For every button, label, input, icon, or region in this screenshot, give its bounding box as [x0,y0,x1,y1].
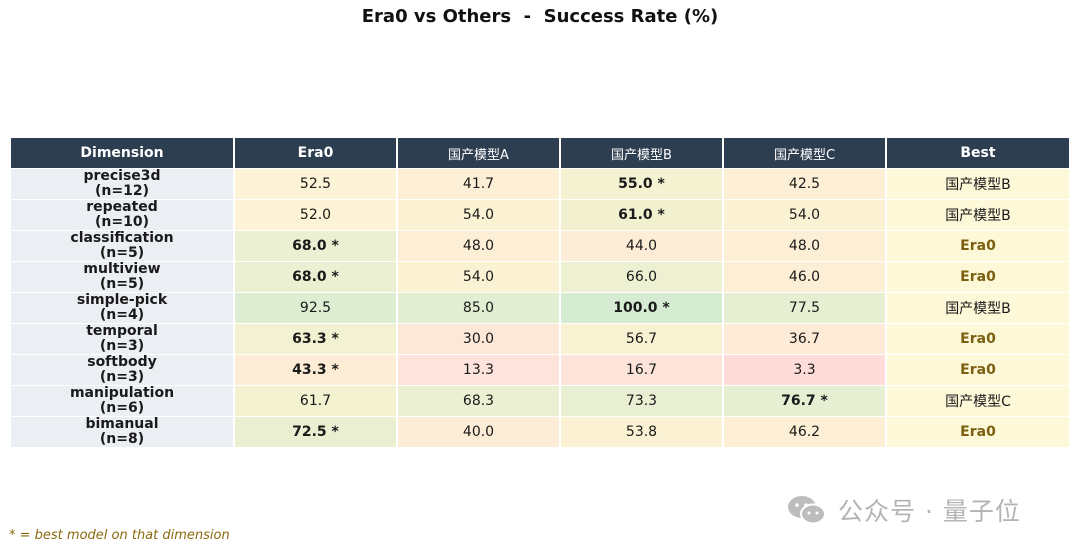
dimension-cell: classification (n=5) [11,231,233,261]
score-cell: 46.2 [724,417,885,447]
watermark: 公众号 · 量子位 [786,492,1021,528]
watermark-text: 公众号 · 量子位 [838,497,1021,526]
dimension-cell: simple-pick (n=4) [11,293,233,323]
score-cell: 73.3 [561,386,722,416]
best-model-cell: Era0 [887,262,1069,292]
dimension-count: (n=8) [99,431,145,447]
header-model-a: 国产模型A [398,138,559,168]
score-cell: 36.7 [724,324,885,354]
score-cell: 3.3 [724,355,885,385]
dimension-count: (n=5) [99,276,145,292]
best-model-cell: 国产模型B [887,200,1069,230]
dimension-count: (n=5) [99,245,145,261]
header-dimension: Dimension [11,138,233,168]
score-cell: 61.7 [235,386,396,416]
table-row: softbody (n=3) 43.3 * 13.3 16.7 3.3 Era0 [11,355,1069,385]
score-cell: 55.0 * [561,169,722,199]
table-row: bimanual (n=8) 72.5 * 40.0 53.8 46.2 Era0 [11,417,1069,447]
best-model-cell: Era0 [887,231,1069,261]
table-row: classification (n=5) 68.0 * 48.0 44.0 48.0 Era… [11,231,1069,261]
score-cell: 44.0 [561,231,722,261]
dimension-count: (n=3) [99,369,145,385]
dimension-label: repeated [86,199,158,215]
score-cell: 61.0 * [561,200,722,230]
score-cell: 41.7 [398,169,559,199]
header-row: Dimension Era0 国产模型A 国产模型B 国产模型C Best [11,138,1069,168]
best-model-cell: 国产模型B [887,293,1069,323]
header-best: Best [887,138,1069,168]
score-cell: 16.7 [561,355,722,385]
best-model-cell: Era0 [887,355,1069,385]
score-cell: 48.0 [724,231,885,261]
score-cell: 68.0 * [235,262,396,292]
chart-title: Era0 vs Others - Success Rate (%) [361,6,719,27]
score-cell: 52.0 [235,200,396,230]
dimension-label: manipulation [69,385,175,401]
dimension-count: (n=12) [95,183,149,199]
table-body: precise3d (n=12) 52.5 41.7 55.0 * 42.5 国产模型B re… [11,169,1069,447]
score-cell: 30.0 [398,324,559,354]
table-row: manipulation (n=6) 61.7 68.3 73.3 76.7 * 国产模型C [11,386,1069,416]
dimension-count: (n=4) [99,307,145,323]
score-cell: 40.0 [398,417,559,447]
score-cell: 92.5 [235,293,396,323]
score-cell: 46.0 [724,262,885,292]
score-cell: 72.5 * [235,417,396,447]
dimension-count: (n=6) [99,400,145,416]
dimension-label: bimanual [85,416,159,432]
score-cell: 56.7 [561,324,722,354]
dimension-label: temporal [86,323,158,339]
dimension-label: simple-pick [76,292,168,308]
dimension-cell: manipulation (n=6) [11,386,233,416]
score-cell: 54.0 [724,200,885,230]
score-cell: 100.0 * [561,293,722,323]
footnote: * = best model on that dimension [9,528,230,543]
score-cell: 85.0 [398,293,559,323]
dimension-count: (n=3) [99,338,145,354]
table-row: precise3d (n=12) 52.5 41.7 55.0 * 42.5 国产模型B [11,169,1069,199]
dimension-label: softbody [87,354,157,370]
dimension-cell: multiview (n=5) [11,262,233,292]
best-model-cell: Era0 [887,324,1069,354]
dimension-cell: precise3d (n=12) [11,169,233,199]
dimension-label: multiview [83,261,161,277]
header-era0: Era0 [235,138,396,168]
best-model-cell: Era0 [887,417,1069,447]
wechat-icon [788,496,826,525]
score-cell: 54.0 [398,200,559,230]
header-model-c: 国产模型C [724,138,885,168]
dimension-cell: temporal (n=3) [11,324,233,354]
table-row: temporal (n=3) 63.3 * 30.0 56.7 36.7 Era0 [11,324,1069,354]
score-cell: 43.3 * [235,355,396,385]
score-cell: 76.7 * [724,386,885,416]
dimension-count: (n=10) [95,214,149,230]
score-cell: 66.0 [561,262,722,292]
score-cell: 63.3 * [235,324,396,354]
best-model-cell: 国产模型C [887,386,1069,416]
results-table: Dimension Era0 国产模型A 国产模型B 国产模型C Best pr… [9,137,1071,448]
dimension-cell: repeated (n=10) [11,200,233,230]
table-row: repeated (n=10) 52.0 54.0 61.0 * 54.0 国产模型B [11,200,1069,230]
dimension-label: precise3d [83,168,161,184]
best-model-cell: 国产模型B [887,169,1069,199]
score-cell: 77.5 [724,293,885,323]
score-cell: 48.0 [398,231,559,261]
table-row: multiview (n=5) 68.0 * 54.0 66.0 46.0 Era0 [11,262,1069,292]
score-cell: 52.5 [235,169,396,199]
score-cell: 13.3 [398,355,559,385]
score-cell: 54.0 [398,262,559,292]
score-cell: 68.0 * [235,231,396,261]
table-row: simple-pick (n=4) 92.5 85.0 100.0 * 77.5 国产模型B [11,293,1069,323]
dimension-cell: softbody (n=3) [11,355,233,385]
dimension-cell: bimanual (n=8) [11,417,233,447]
header-model-b: 国产模型B [561,138,722,168]
score-cell: 68.3 [398,386,559,416]
dimension-label: classification [70,230,174,246]
score-cell: 53.8 [561,417,722,447]
score-cell: 42.5 [724,169,885,199]
